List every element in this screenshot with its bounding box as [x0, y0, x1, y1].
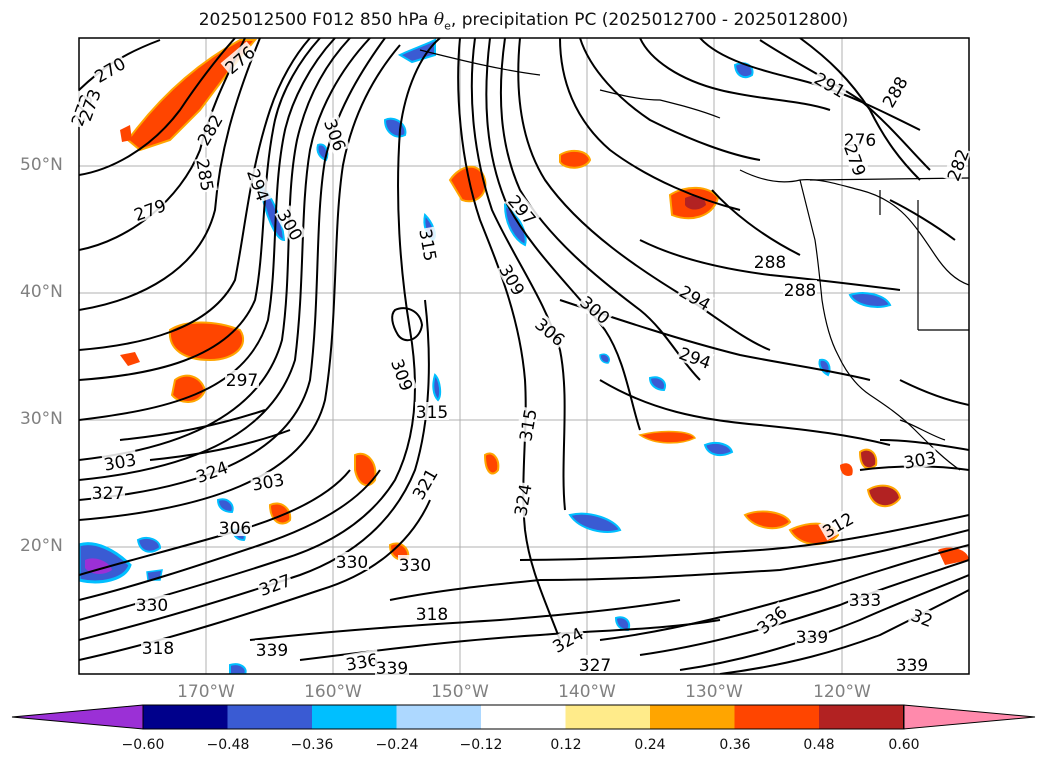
contour-label: 294: [675, 282, 713, 316]
lon-label-130w: 130°W: [685, 682, 743, 702]
contour-label: 315: [516, 407, 541, 442]
contour-label: 327: [257, 571, 294, 601]
contour-label: 303: [902, 448, 937, 473]
colorbar-cell: [650, 705, 735, 729]
contour-label: 294: [676, 344, 713, 374]
colorbar-cell: [143, 705, 228, 729]
contour-label: 270: [91, 54, 129, 88]
map-canvas: 2702762732822852792943003063152973092912…: [66, 37, 974, 679]
lon-label-140w: 140°W: [558, 682, 616, 702]
contour-label: 324: [194, 458, 231, 488]
colorbar-cell: [227, 705, 313, 729]
contour-label: 297: [226, 371, 258, 391]
colorbar-tick-label: 0.36: [719, 737, 751, 753]
colorbar-tick-label: 0.12: [550, 737, 582, 753]
colorbar-tick-label: −0.24: [375, 737, 419, 753]
map-frame: [78, 37, 970, 675]
contour-label: 330: [136, 596, 168, 616]
colorbar-extend-left: [11, 704, 144, 730]
contour-label: 318: [142, 639, 174, 659]
lon-label-170w: 170°W: [177, 682, 235, 702]
lat-label-20n: 20°N: [20, 536, 63, 556]
contour-label: 303: [250, 470, 285, 495]
contour-label: 339: [896, 656, 928, 676]
colorbar-tick-label: 0.60: [888, 737, 920, 753]
contour-label: 330: [336, 553, 368, 573]
lon-label-150w: 150°W: [431, 682, 489, 702]
contour-label: 324: [511, 482, 536, 517]
contour-label: 282: [194, 111, 228, 149]
colorbar-extend-right: [903, 704, 1036, 730]
lon-label-120w: 120°W: [813, 682, 871, 702]
colorbar-tick-label: 0.48: [803, 737, 835, 753]
colorbar-tick-label: −0.36: [290, 737, 334, 753]
lon-label-160w: 160°W: [304, 682, 362, 702]
contour-label: 288: [879, 73, 913, 111]
map-title: 2025012500 F012 850 hPa θe, precipitatio…: [198, 10, 849, 33]
contour-label: 339: [256, 641, 288, 661]
colorbar-cell: [396, 705, 482, 729]
lat-label-40n: 40°N: [20, 282, 63, 302]
colorbar-cell: [565, 705, 651, 729]
contour-label: 285: [191, 157, 216, 192]
colorbar-tick-label: −0.60: [121, 737, 165, 753]
contour-label: 306: [530, 315, 568, 351]
colorbar-cell: [819, 705, 904, 729]
contour-label: 327: [579, 656, 611, 676]
colorbar-cell: [312, 705, 397, 729]
colorbar-tick-label: 0.24: [634, 737, 666, 753]
contour-label: 288: [754, 253, 786, 273]
lat-label-50n: 50°N: [20, 155, 63, 175]
contour-label: 315: [416, 403, 448, 423]
precip-fills: [79, 38, 969, 674]
contour-label: 315: [414, 227, 439, 262]
contour-label: 309: [386, 357, 416, 394]
colorbar-cell: [734, 705, 820, 729]
contour-label: 339: [796, 628, 828, 648]
contour-label: 327: [92, 484, 124, 504]
colorbar: [11, 704, 1036, 730]
theta-e-contours: [79, 38, 969, 674]
colorbar-tick-label: −0.12: [459, 737, 503, 753]
coastlines: [419, 49, 969, 471]
contour-label: 318: [416, 605, 448, 625]
lat-label-30n: 30°N: [20, 409, 63, 429]
contour-label: 339: [376, 659, 408, 679]
contour-label: 333: [849, 591, 881, 611]
contour-label: 288: [784, 281, 816, 301]
contour-label: 336: [754, 603, 792, 639]
colorbar-tick-label: −0.48: [206, 737, 250, 753]
contour-label: 300: [575, 293, 613, 329]
contour-label: 336: [344, 650, 379, 675]
contour-label: 306: [219, 519, 251, 539]
contour-label: 330: [399, 556, 431, 576]
contour-label: 279: [132, 196, 169, 226]
colorbar-cell: [481, 705, 566, 729]
